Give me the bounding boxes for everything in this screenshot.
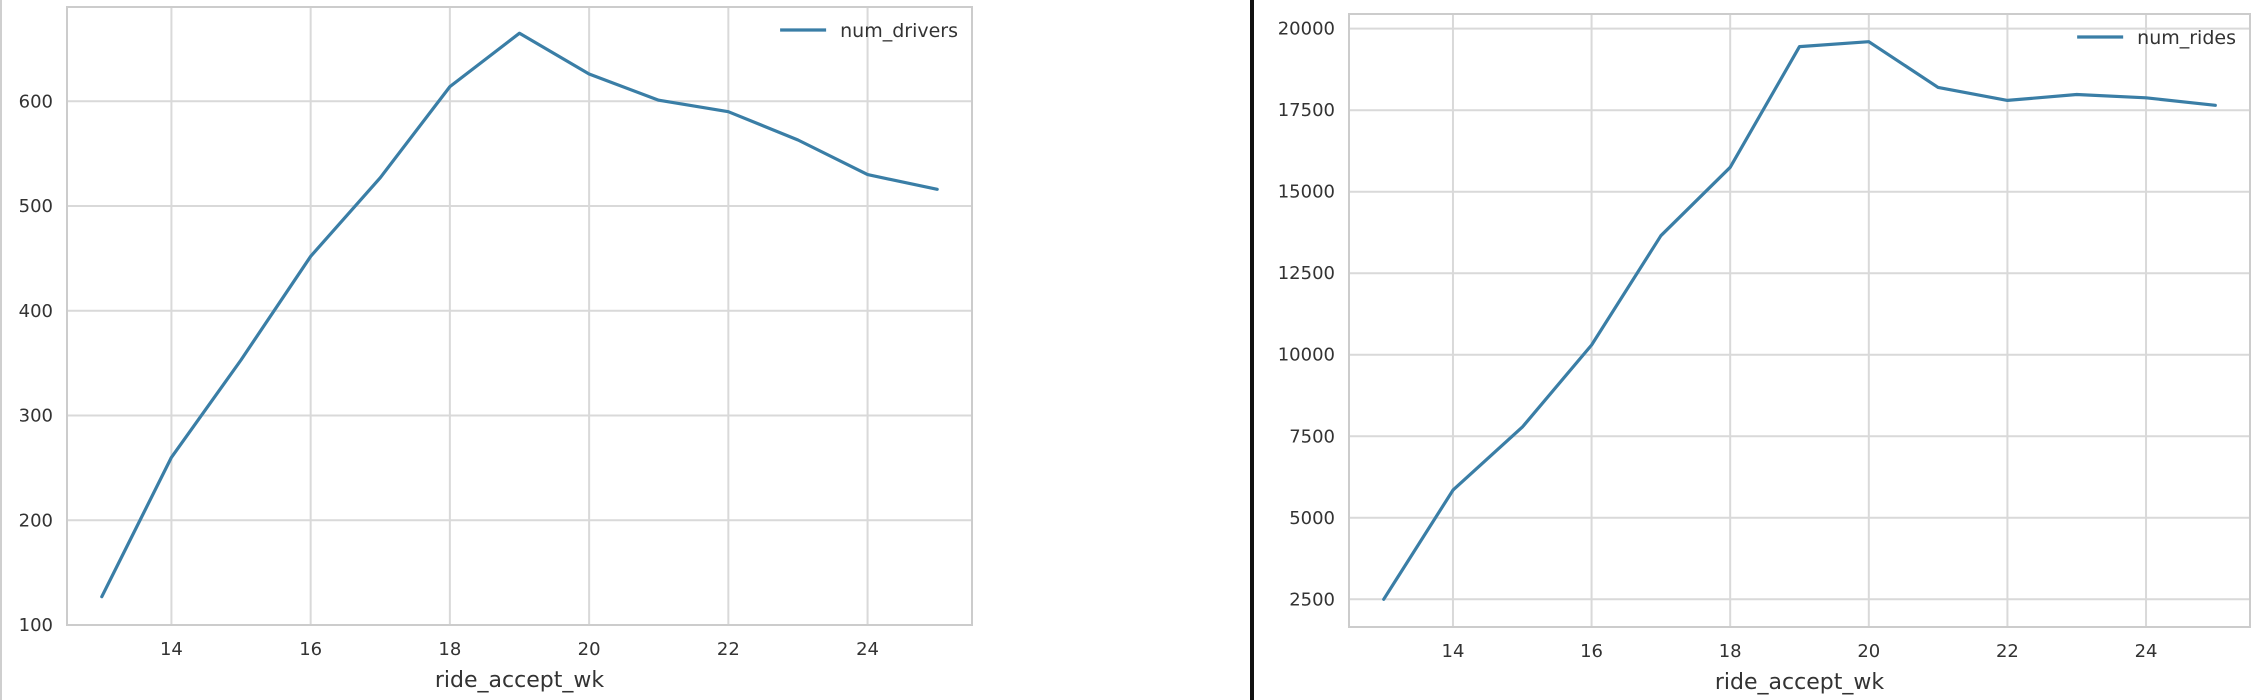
drivers-chart-grid	[67, 7, 972, 626]
rides-x-tick-label: 14	[1442, 641, 1465, 662]
rides-x-tick-label: 22	[1996, 641, 2019, 662]
drivers-x-tick-label: 24	[856, 639, 879, 660]
rides-x-tick-label: 24	[2135, 641, 2158, 662]
rides-y-tick-label: 17500	[1278, 100, 1335, 121]
rides-chart: 14 16 18 20 22 24 2500 5000 7500 10000 12500 15000…	[1278, 13, 2251, 695]
drivers-chart-x-axis-label: ride_accept_wk	[435, 668, 604, 693]
drivers-chart-y-ticks: 100 200 300 400 500 600	[19, 91, 53, 636]
drivers-y-tick-label: 300	[19, 406, 53, 427]
rides-y-tick-label: 7500	[1289, 426, 1335, 447]
rides-y-tick-label: 10000	[1278, 345, 1335, 366]
rides-chart-legend: num_rides	[2077, 27, 2236, 49]
drivers-chart-x-ticks: 14 16 18 20 22 24	[160, 639, 879, 660]
rides-x-tick-label: 20	[1857, 641, 1880, 662]
series-line-num-drivers	[100, 31, 939, 599]
series-line-num-rides	[1382, 40, 2217, 601]
drivers-y-tick-label: 600	[19, 91, 53, 112]
drivers-x-tick-label: 16	[299, 639, 322, 660]
rides-y-tick-label: 5000	[1289, 508, 1335, 529]
legend-label-num-drivers: num_drivers	[840, 20, 958, 42]
drivers-y-tick-label: 400	[19, 301, 53, 322]
drivers-x-tick-label: 20	[578, 639, 601, 660]
drivers-x-tick-label: 22	[717, 639, 740, 660]
rides-chart-y-ticks: 2500 5000 7500 10000 12500 15000 17500 20000	[1278, 19, 1335, 611]
drivers-chart-frame	[66, 6, 973, 626]
rides-chart-x-axis-label: ride_accept_wk	[1715, 670, 1884, 695]
rides-chart-grid	[1349, 14, 2250, 627]
rides-chart-x-ticks: 14 16 18 20 22 24	[1442, 641, 2158, 662]
rides-y-tick-label: 12500	[1278, 263, 1335, 284]
drivers-chart-legend: num_drivers	[780, 20, 958, 42]
drivers-x-tick-label: 18	[438, 639, 461, 660]
legend-label-num-rides: num_rides	[2137, 27, 2236, 49]
rides-chart-frame	[1348, 13, 2251, 628]
drivers-y-tick-label: 500	[19, 196, 53, 217]
rides-x-tick-label: 18	[1719, 641, 1742, 662]
rides-y-tick-label: 20000	[1278, 19, 1335, 40]
drivers-x-tick-label: 14	[160, 639, 183, 660]
rides-x-tick-label: 16	[1580, 641, 1603, 662]
rides-y-tick-label: 2500	[1289, 589, 1335, 610]
rides-y-tick-label: 15000	[1278, 182, 1335, 203]
drivers-y-tick-label: 200	[19, 510, 53, 531]
drivers-chart: 14 16 18 20 22 24 100 200 300 400 500 600 num_driv…	[19, 6, 973, 693]
drivers-y-tick-label: 100	[19, 615, 53, 636]
